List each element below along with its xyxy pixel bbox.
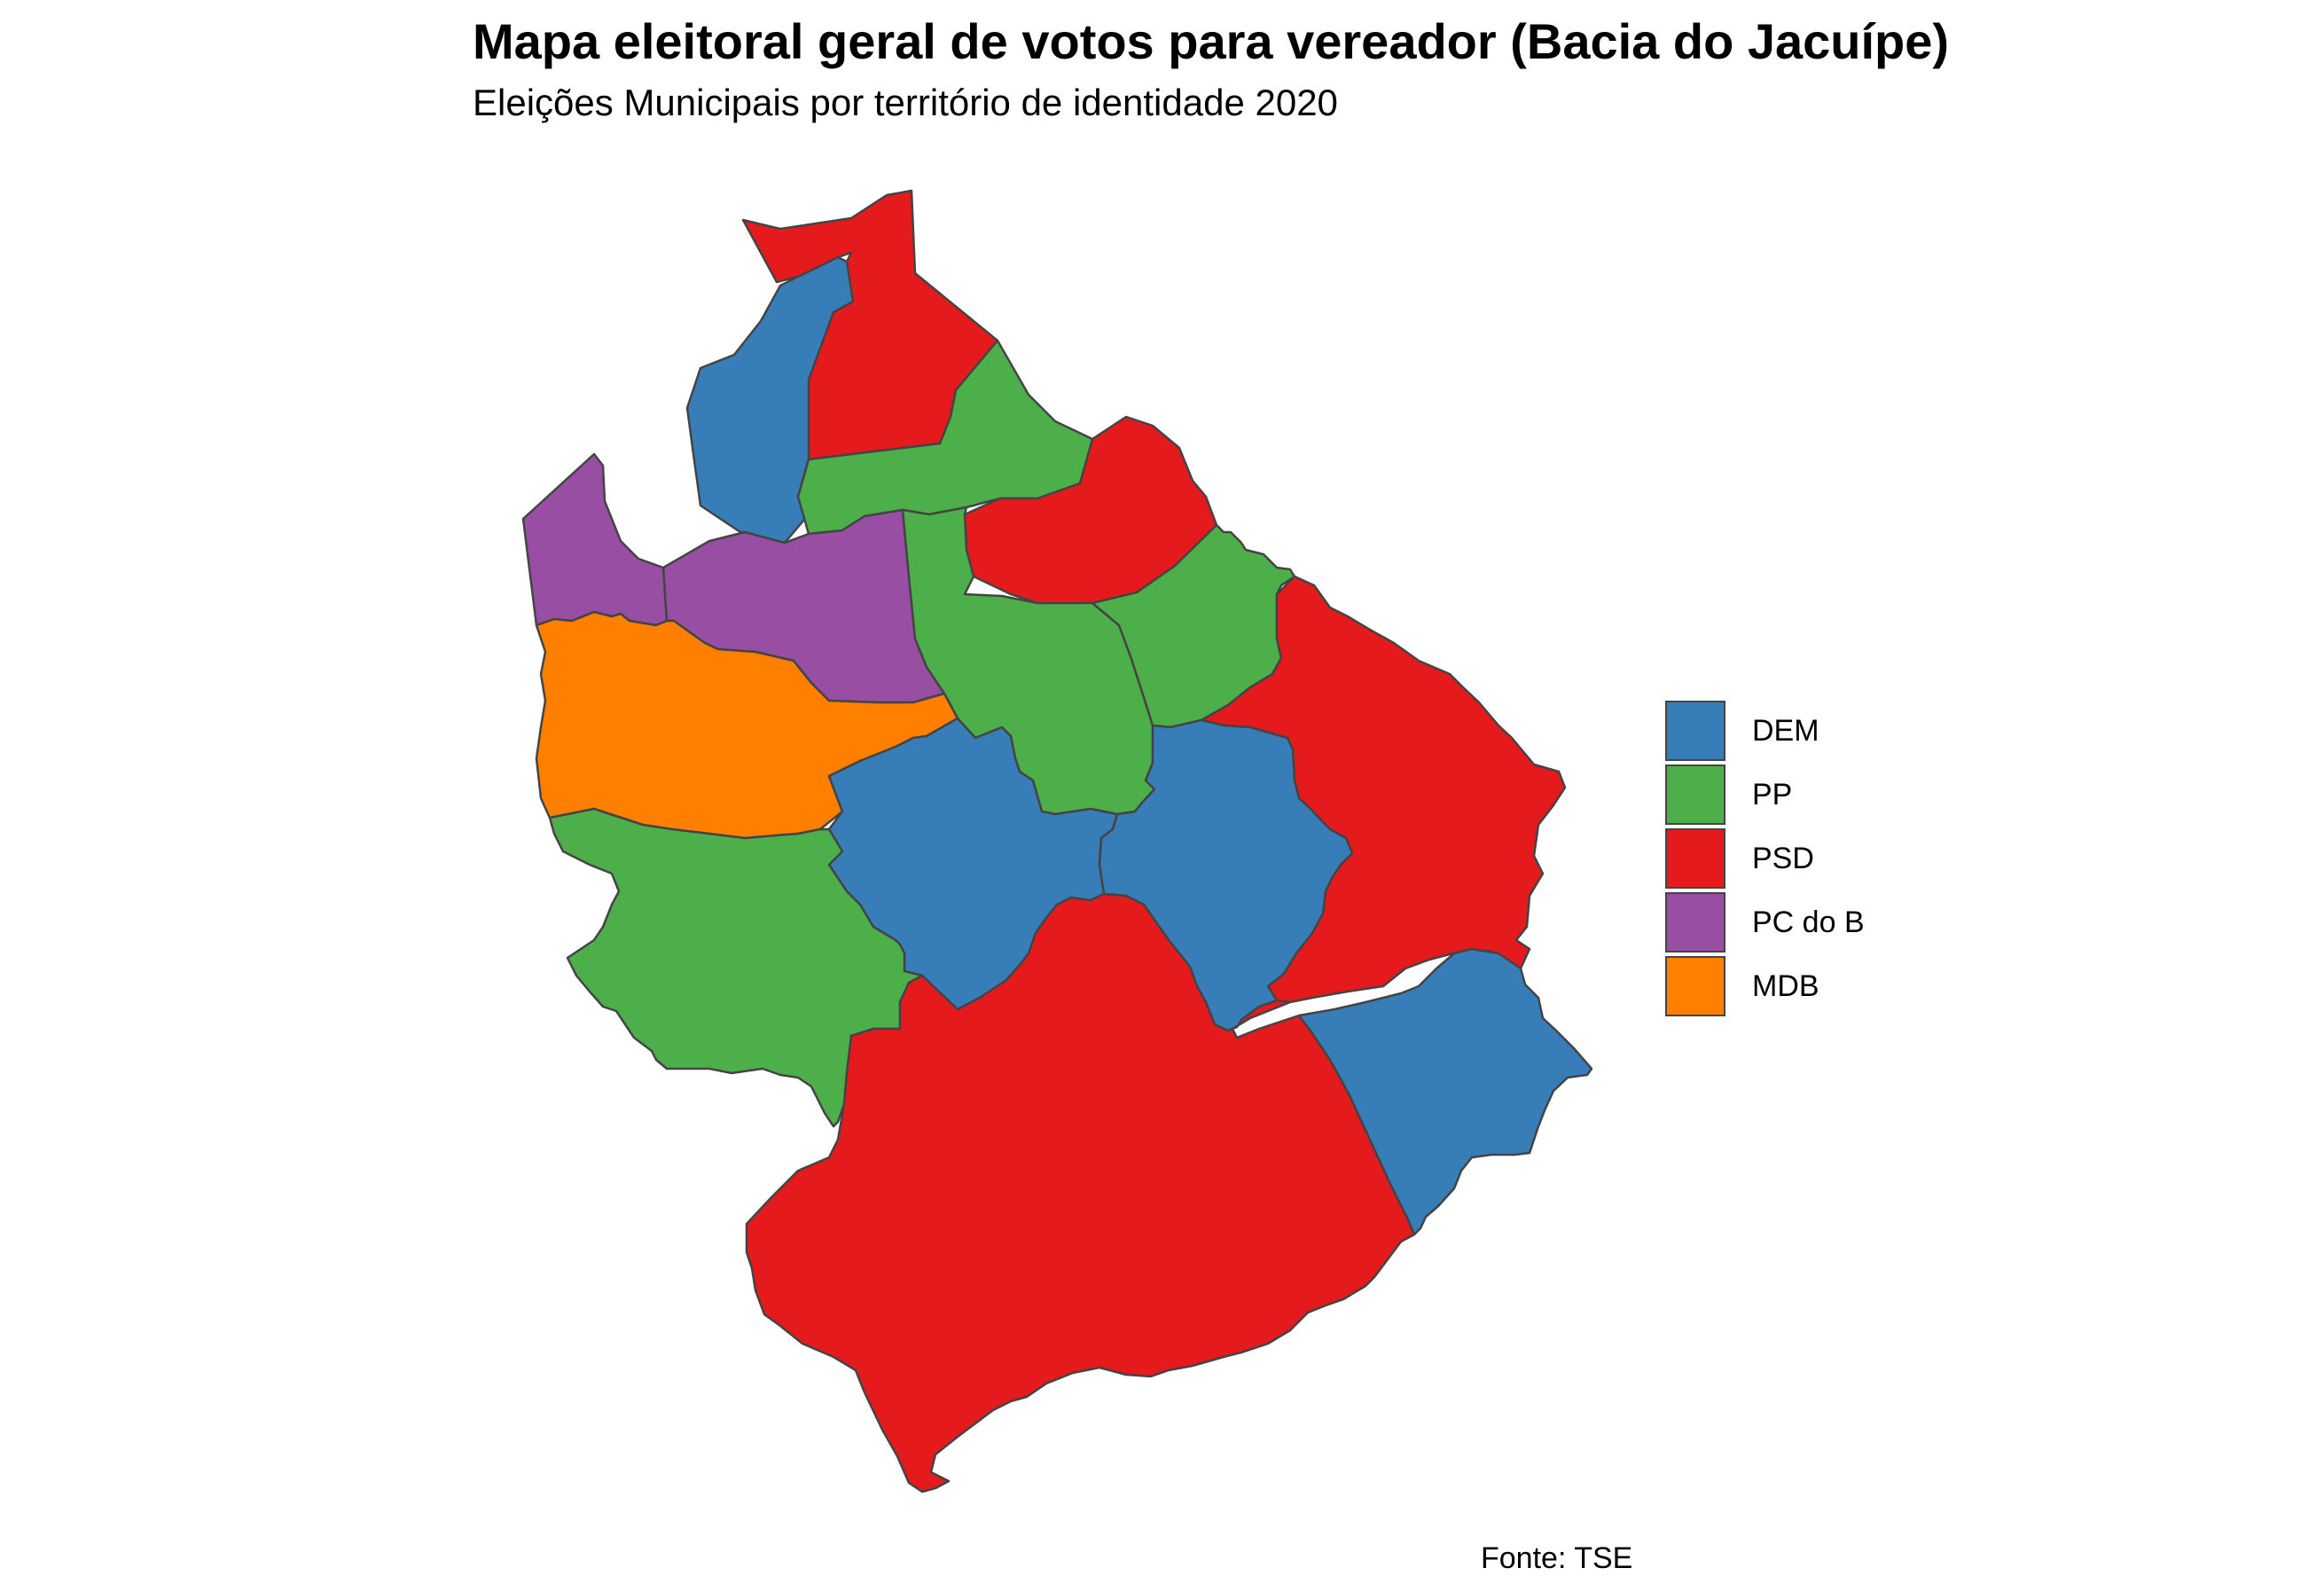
legend-item: PSD	[1665, 827, 1865, 890]
legend-label: DEM	[1752, 713, 1819, 748]
legend-item: PP	[1665, 763, 1865, 827]
legend-label: PP	[1752, 777, 1793, 812]
legend-swatch	[1665, 701, 1725, 761]
legend-item: DEM	[1665, 699, 1865, 763]
legend-label: MDB	[1752, 968, 1819, 1003]
region-south-psd	[745, 892, 1416, 1494]
region-west-pcdob	[521, 452, 669, 627]
map-legend: DEM PP PSD PC do B MDB	[1665, 699, 1865, 1018]
map-title: Mapa eleitoral geral de votos para verea…	[473, 13, 1950, 69]
source-caption: Fonte: TSE	[1481, 1541, 1633, 1575]
region-north-dem	[685, 255, 855, 545]
legend-label: PC do B	[1752, 905, 1865, 939]
legend-swatch	[1665, 956, 1725, 1016]
region-southeast-dem	[1297, 947, 1593, 1236]
region-southwest-pp	[548, 807, 924, 1128]
legend-item: PC do B	[1665, 890, 1865, 954]
map-subtitle: Eleições Municipais por território de id…	[473, 82, 1338, 123]
legend-label: PSD	[1752, 841, 1814, 875]
legend-item: MDB	[1665, 954, 1865, 1018]
legend-swatch	[1665, 892, 1725, 953]
legend-swatch	[1665, 764, 1725, 825]
legend-swatch	[1665, 828, 1725, 889]
